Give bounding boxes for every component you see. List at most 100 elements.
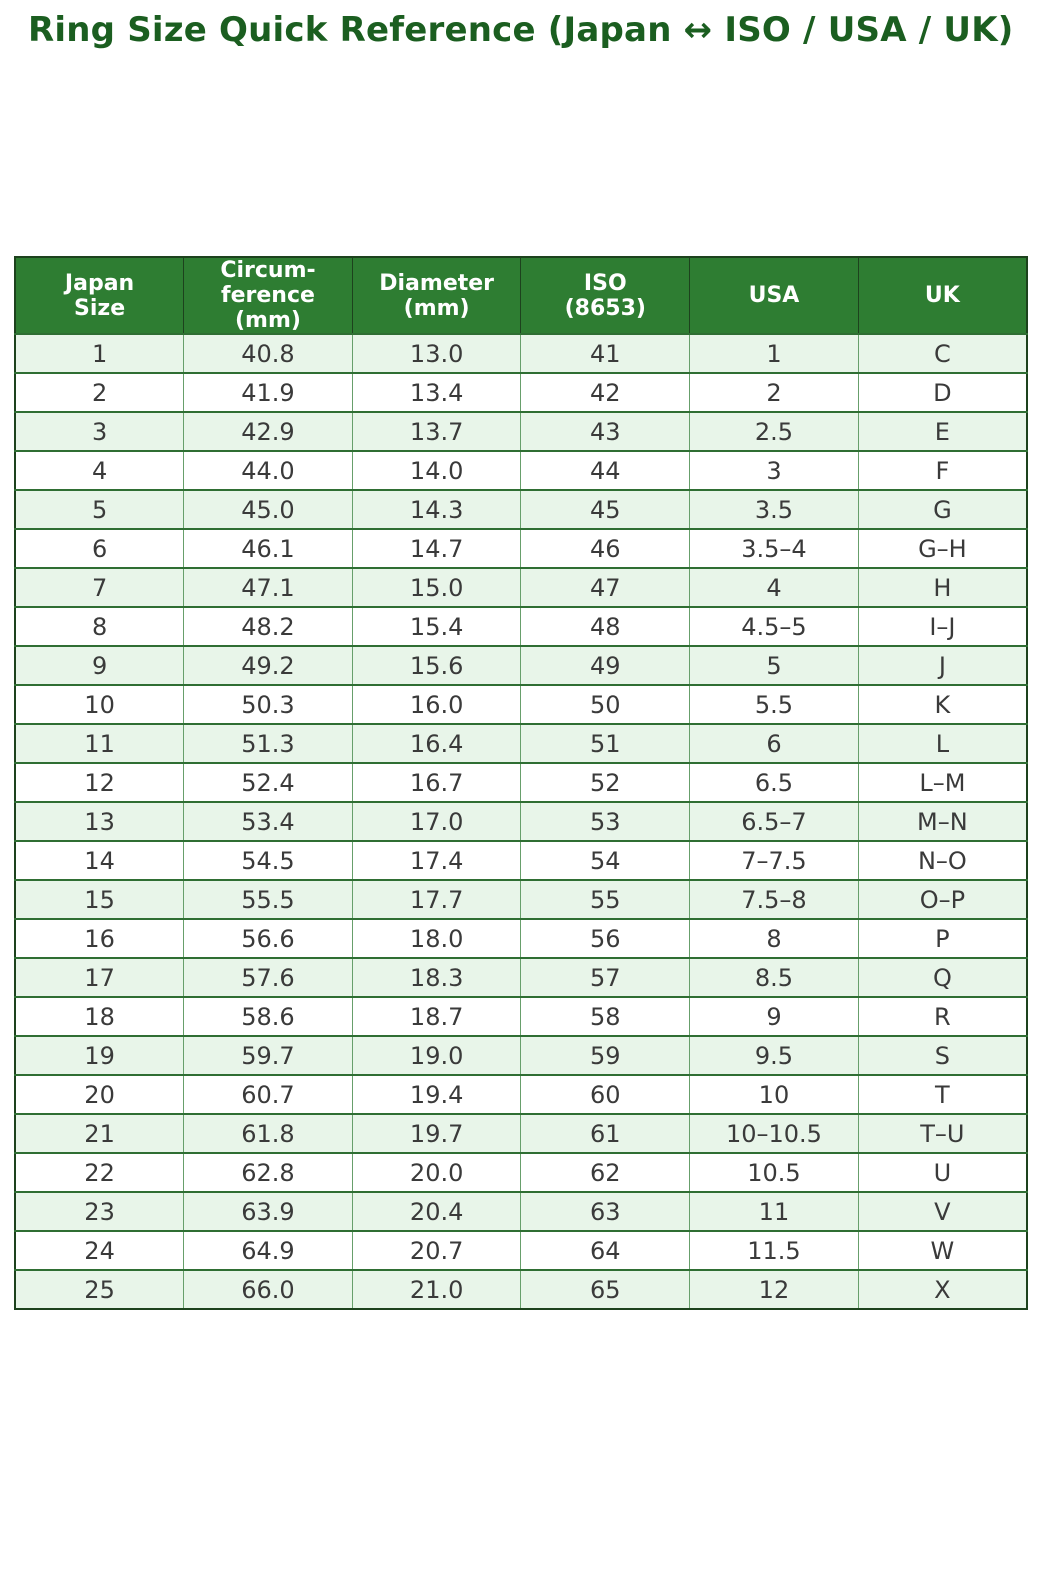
table-cell: 57 (520, 958, 690, 997)
table-cell: 6.5 (689, 763, 859, 802)
table-cell: 58.6 (183, 997, 353, 1036)
table-cell: 16.0 (351, 685, 521, 724)
column-header: UK (857, 257, 1027, 334)
table-cell: 11 (84, 729, 115, 758)
table-cell: 2.5 (689, 412, 859, 451)
table-row: 25 66.0 21.0 65 12 X (15, 1270, 1027, 1309)
ring-size-table: Japan Size Circum- ference (mm) Diameter (… (14, 256, 1028, 1310)
table-cell: 19 (84, 1041, 115, 1070)
table-row: 17 57.6 18.3 57 8.5 Q (15, 958, 1027, 997)
table-cell: 45.0 (183, 490, 353, 529)
table-cell: R (857, 997, 1027, 1036)
table-cell: 3 (689, 451, 859, 490)
table-cell: 16 (84, 924, 115, 953)
table-cell: 17.0 (351, 802, 521, 841)
table-cell: 58 (520, 997, 690, 1036)
table-row: 18 58.6 18.7 58 9 R (15, 997, 1027, 1036)
table-cell: T (857, 1075, 1027, 1114)
table-cell: 47 (520, 568, 690, 607)
table-cell: H (857, 568, 1027, 607)
table-cell: 19.4 (351, 1075, 521, 1114)
table-cell: 25 (84, 1275, 115, 1304)
table-cell: 62 (520, 1153, 690, 1192)
table-cell: 14.3 (351, 490, 521, 529)
table-row: 16 56.6 18.0 56 8 P (15, 919, 1027, 958)
table-row: 14 54.5 17.4 54 7–7.5 N–O (15, 841, 1027, 880)
table-cell: 3.5–4 (689, 529, 859, 568)
table-cell: 15 (84, 885, 115, 914)
table-cell: 8 (91, 612, 108, 641)
table-cell: 6.5–7 (689, 802, 859, 841)
table-row: 15 55.5 17.7 55 7.5–8 O–P (15, 880, 1027, 919)
table-row: 7 47.1 15.0 47 4 H (15, 568, 1027, 607)
table-cell: 17.7 (351, 880, 521, 919)
table-cell: L–M (857, 763, 1027, 802)
table-cell: W (857, 1231, 1027, 1270)
table-row: 10 50.3 16.0 50 5.5 K (15, 685, 1027, 724)
table-cell: 20.0 (351, 1153, 521, 1192)
table-cell: 63 (520, 1192, 690, 1231)
table-cell: 22 (84, 1158, 115, 1187)
table-cell: 3 (91, 417, 108, 446)
table-cell: 66.0 (183, 1270, 353, 1309)
table-cell: 16.7 (351, 763, 521, 802)
table-cell: V (857, 1192, 1027, 1231)
table-cell: 23 (84, 1197, 115, 1226)
table-cell: 62.8 (183, 1153, 353, 1192)
table-cell: 59 (520, 1036, 690, 1075)
table-cell: 54.5 (183, 841, 353, 880)
table-cell: 19.7 (351, 1114, 521, 1153)
table-cell: 46 (520, 529, 690, 568)
table-cell: 15.4 (351, 607, 521, 646)
table-cell: 43 (520, 412, 690, 451)
table-cell: 9.5 (689, 1036, 859, 1075)
table-row: 6 46.1 14.7 46 3.5–4 G–H (15, 529, 1027, 568)
table-cell: 45 (520, 490, 690, 529)
table-cell: 9 (91, 651, 108, 680)
table-cell: 11.5 (689, 1231, 859, 1270)
table-cell: 41.9 (183, 373, 353, 412)
table-cell: 2 (689, 373, 859, 412)
table-cell: 10 (689, 1075, 859, 1114)
table-cell: 8.5 (689, 958, 859, 997)
column-header: USA (689, 257, 859, 334)
table-cell: E (857, 412, 1027, 451)
table-cell: 15.0 (351, 568, 521, 607)
table-cell: 65 (520, 1270, 690, 1309)
table-cell: 55 (520, 880, 690, 919)
table-cell: 52.4 (183, 763, 353, 802)
table-cell: 15.6 (351, 646, 521, 685)
table-cell: 60.7 (183, 1075, 353, 1114)
table-row: 12 52.4 16.7 52 6.5 L–M (15, 763, 1027, 802)
table-cell: 44 (520, 451, 690, 490)
page-title: Ring Size Quick Reference (Japan ↔ ISO /… (28, 10, 1014, 50)
table-cell: 14.7 (351, 529, 521, 568)
table-cell: 3.5 (689, 490, 859, 529)
table-cell: 1 (91, 339, 108, 368)
table-cell: M–N (857, 802, 1027, 841)
table-cell: 40.8 (183, 334, 353, 373)
table-cell: 42 (520, 373, 690, 412)
table-cell: 41 (520, 334, 690, 373)
table-row: 20 60.7 19.4 60 10 T (15, 1075, 1027, 1114)
table-cell: 17.4 (351, 841, 521, 880)
table-row: 2 41.9 13.4 42 2 D (15, 373, 1027, 412)
table-row: 8 48.2 15.4 48 4.5–5 I–J (15, 607, 1027, 646)
table-cell: 7–7.5 (689, 841, 859, 880)
table-cell: 21 (84, 1119, 115, 1148)
table-cell: 5.5 (689, 685, 859, 724)
table-cell: 24 (84, 1236, 115, 1265)
table-cell: P (857, 919, 1027, 958)
table-cell: K (857, 685, 1027, 724)
table-row: 1 40.8 13.0 41 1 C (15, 334, 1027, 373)
table-row: 5 45.0 14.3 45 3.5 G (15, 490, 1027, 529)
table-row: 21 61.8 19.7 61 10–10.5 T–U (15, 1114, 1027, 1153)
table-cell: 63.9 (183, 1192, 353, 1231)
table-cell: 13.4 (351, 373, 521, 412)
table-cell: 16.4 (351, 724, 521, 763)
table-cell: 18.3 (351, 958, 521, 997)
table-cell: 57.6 (183, 958, 353, 997)
table-cell: U (857, 1153, 1027, 1192)
table-cell: 54 (520, 841, 690, 880)
table-cell: 47.1 (183, 568, 353, 607)
